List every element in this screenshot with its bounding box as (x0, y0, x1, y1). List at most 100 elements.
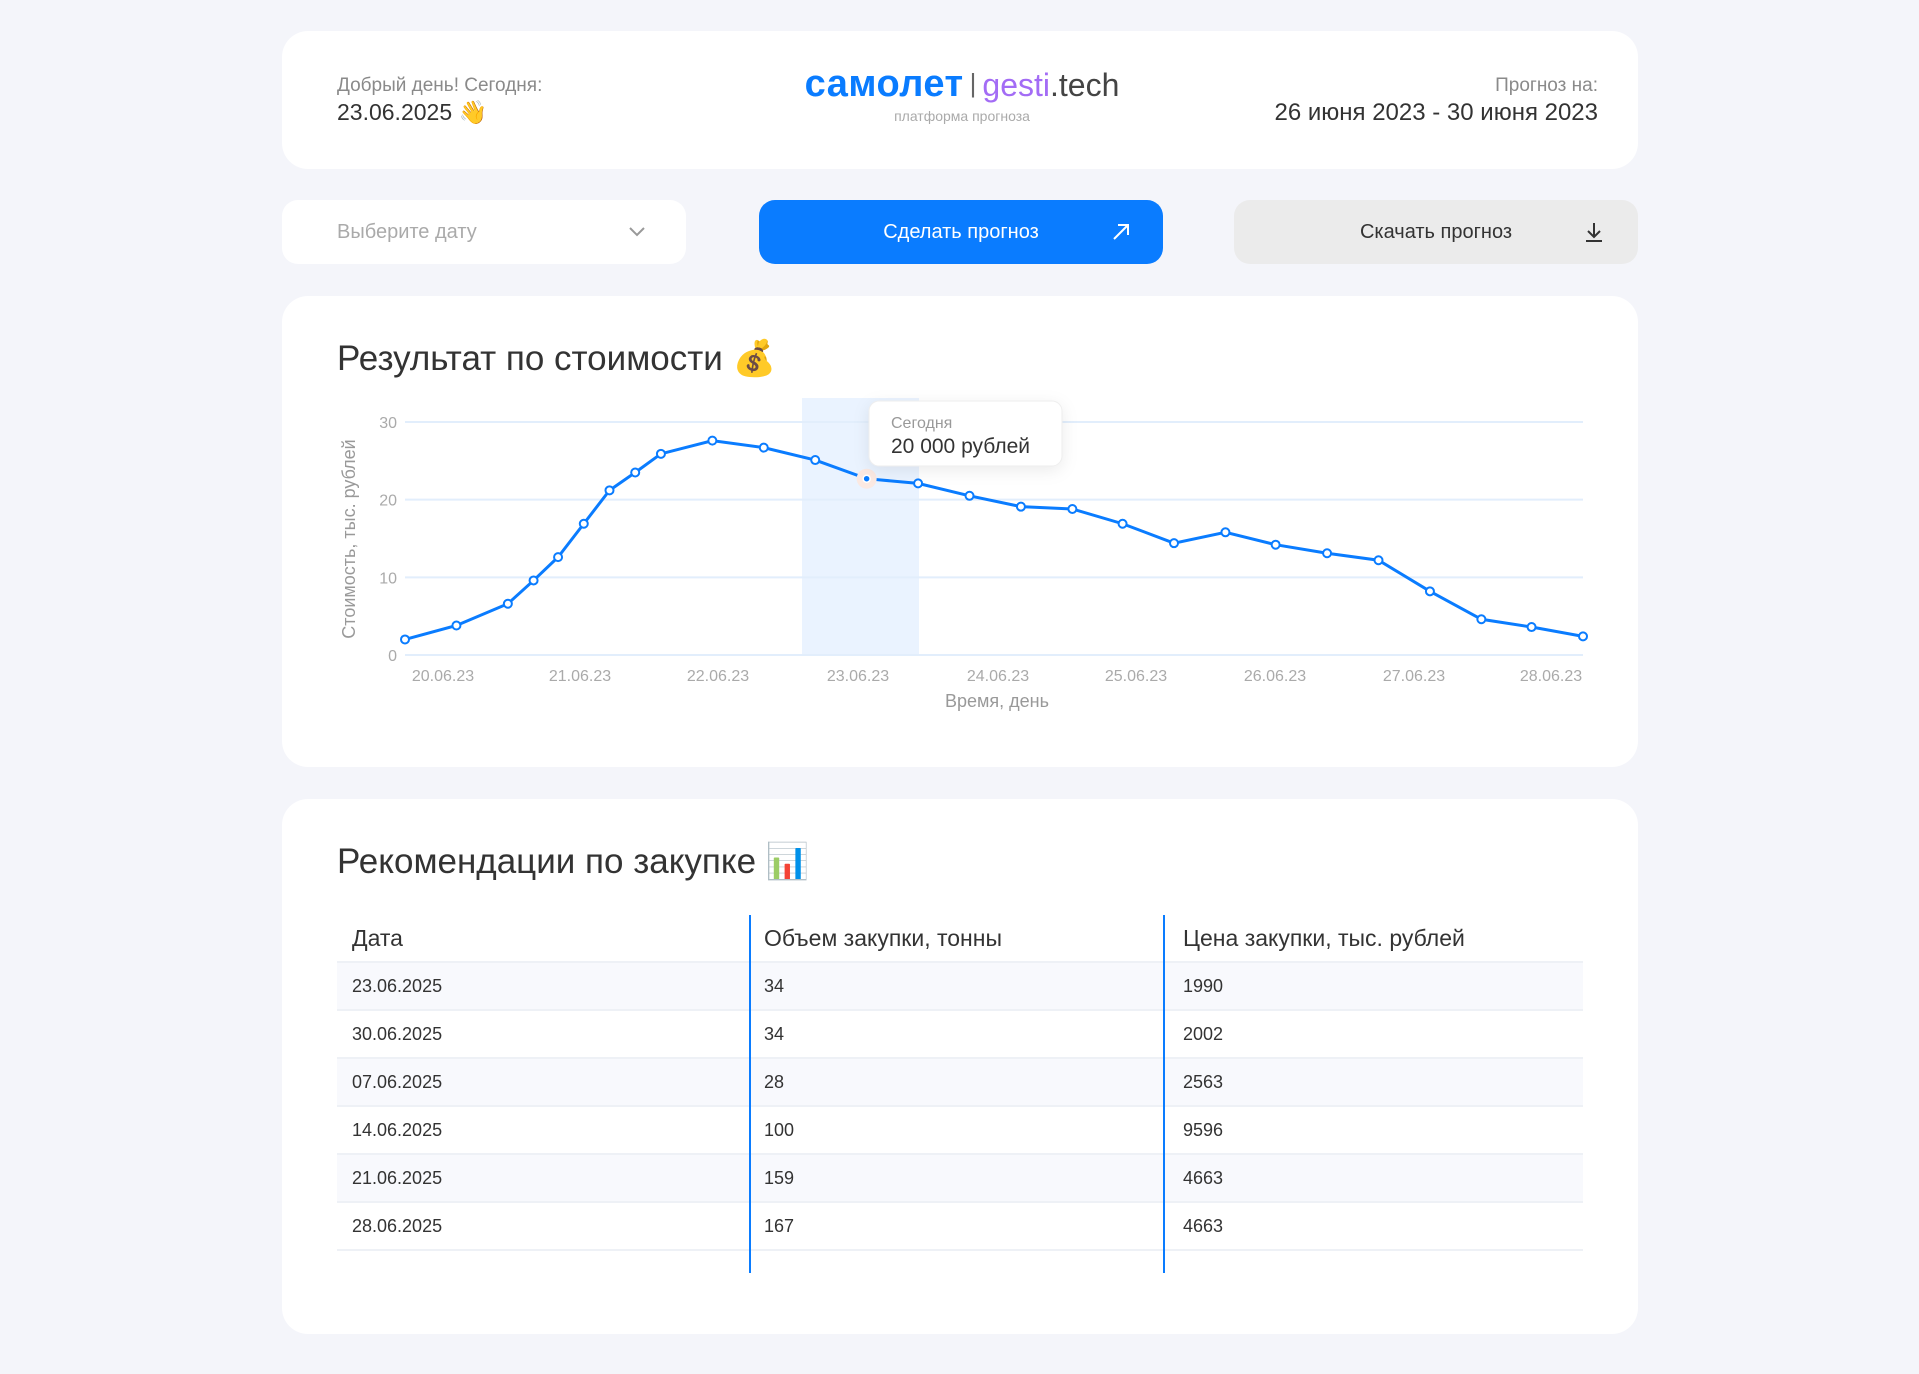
tooltip-label: Сегодня (891, 415, 952, 432)
cell-volume: 100 (749, 1105, 1168, 1154)
cell-price: 2002 (1168, 1009, 1583, 1058)
data-point[interactable] (810, 455, 821, 466)
table-row: 30.06.2025 34 2002 (337, 1009, 1583, 1058)
table-row: 07.06.2025 28 2563 (337, 1057, 1583, 1106)
download-forecast-button[interactable]: Скачать прогноз (1234, 200, 1638, 264)
logo-gesti: gesti (982, 67, 1050, 103)
header-card: Добрый день! Сегодня: 23.06.2025 👋 самол… (282, 31, 1638, 169)
make-forecast-button[interactable]: Сделать прогноз (759, 200, 1163, 264)
chart-title: Результат по стоимости 💰 (337, 339, 777, 378)
logo: самолет | gesti.tech платформа прогноза (792, 63, 1132, 124)
cell-volume: 34 (749, 961, 1168, 1010)
tooltip-value: 20 000 рублей (891, 435, 1030, 458)
y-axis-title: Стоимость, тыс. рублей (339, 439, 359, 638)
data-point[interactable] (502, 598, 513, 609)
column-header-volume: Объем закупки, тонны (764, 924, 1002, 951)
cost-chart-card: Результат по стоимости 💰 0 10 20 30 20.06.2… (282, 296, 1638, 767)
cell-date: 07.06.2025 (337, 1057, 749, 1106)
data-point[interactable] (630, 467, 641, 478)
table-header-row: Дата Объем закупки, тонны Цена закупки, … (337, 915, 1583, 962)
table-row: 23.06.2025 34 1990 (337, 961, 1583, 1010)
x-tick-label: 21.06.23 (549, 668, 611, 685)
data-point[interactable] (528, 575, 539, 586)
cell-price: 4663 (1168, 1201, 1583, 1251)
cell-price: 9596 (1168, 1105, 1583, 1154)
column-header-price: Цена закупки, тыс. рублей (1183, 924, 1465, 951)
x-tick-label: 24.06.23 (967, 668, 1029, 685)
chevron-down-icon (629, 227, 645, 237)
x-tick-label: 20.06.23 (412, 668, 474, 685)
cost-series-line (404, 439, 1584, 641)
data-point[interactable] (964, 490, 975, 501)
data-point[interactable] (1270, 539, 1281, 550)
table-row: 21.06.2025 159 4663 (337, 1153, 1583, 1202)
cell-date: 30.06.2025 (337, 1009, 749, 1058)
x-tick-label: 22.06.23 (687, 668, 749, 685)
data-point[interactable] (1424, 586, 1435, 597)
data-point[interactable] (1476, 614, 1487, 625)
download-icon (1586, 223, 1602, 242)
date-select-placeholder: Выберите дату (337, 220, 477, 243)
cell-date: 14.06.2025 (337, 1105, 749, 1154)
y-tick-label: 30 (379, 415, 397, 432)
data-point[interactable] (1373, 555, 1384, 566)
table-row: 14.06.2025 100 9596 (337, 1105, 1583, 1154)
data-point[interactable] (1117, 518, 1128, 529)
cell-date: 21.06.2025 (337, 1153, 749, 1202)
cell-volume: 28 (749, 1057, 1168, 1106)
tooltip: Сегодня 20 000 рублей (868, 400, 1063, 467)
data-point[interactable] (758, 442, 769, 453)
logo-tech: .tech (1049, 67, 1120, 103)
data-point[interactable] (655, 448, 666, 459)
cell-price: 2563 (1168, 1057, 1583, 1106)
data-point[interactable] (604, 485, 615, 496)
cell-price: 4663 (1168, 1153, 1583, 1202)
cost-chart: 0 10 20 30 20.06.23 21.06.23 22.06.23 23.06.23… (339, 398, 1588, 711)
x-tick-label: 23.06.23 (827, 668, 889, 685)
table-title: Рекомендации по закупке 📊 (337, 842, 810, 881)
column-divider (1163, 915, 1165, 1273)
purchase-recommendations-card: Рекомендации по закупке 📊 Дата Объем зак… (282, 799, 1638, 1334)
data-point[interactable] (553, 552, 564, 563)
logo-samolet: самолет (804, 63, 964, 105)
recommendations-table: Дата Объем закупки, тонны Цена закупки, … (337, 915, 1583, 1251)
date-select[interactable]: Выберите дату (282, 200, 686, 264)
data-point[interactable] (1220, 527, 1231, 538)
cell-date: 28.06.2025 (337, 1201, 749, 1251)
data-point[interactable] (578, 518, 589, 529)
data-point[interactable] (1067, 503, 1078, 514)
x-tick-label: 27.06.23 (1383, 668, 1445, 685)
data-point[interactable] (451, 620, 462, 631)
x-tick-label: 28.06.23 (1520, 668, 1582, 685)
data-point[interactable] (400, 634, 410, 645)
data-point-active[interactable] (862, 474, 871, 483)
cell-date: 23.06.2025 (337, 961, 749, 1010)
logo-subtitle: платформа прогноза (894, 108, 1030, 124)
logo-separator: | (969, 68, 977, 98)
x-tick-label: 25.06.23 (1105, 668, 1167, 685)
y-tick-label: 20 (379, 493, 397, 510)
cell-price: 1990 (1168, 961, 1583, 1010)
today-date: 23.06.2025 👋 (337, 99, 488, 125)
forecast-label: Прогноз на: (1495, 75, 1598, 96)
make-forecast-label: Сделать прогноз (883, 220, 1039, 243)
data-point[interactable] (913, 478, 924, 489)
x-axis-title: Время, день (945, 691, 1049, 711)
y-tick-label: 10 (379, 570, 397, 587)
data-point[interactable] (1169, 538, 1180, 549)
data-point[interactable] (1322, 548, 1333, 559)
forecast-range: 26 июня 2023 - 30 июня 2023 (1274, 99, 1598, 126)
data-point[interactable] (1015, 501, 1026, 512)
table-row: 28.06.2025 167 4663 (337, 1201, 1583, 1251)
cell-volume: 167 (749, 1201, 1168, 1251)
column-divider (749, 915, 751, 1273)
y-tick-label: 0 (388, 648, 397, 665)
greeting-text: Добрый день! Сегодня: (337, 75, 543, 96)
data-point[interactable] (1526, 622, 1537, 633)
data-point[interactable] (707, 435, 718, 446)
download-forecast-label: Скачать прогноз (1359, 220, 1513, 243)
column-header-date: Дата (352, 924, 403, 951)
cell-volume: 34 (749, 1009, 1168, 1058)
data-point[interactable] (1578, 631, 1588, 642)
arrow-up-right-icon (1113, 224, 1129, 240)
